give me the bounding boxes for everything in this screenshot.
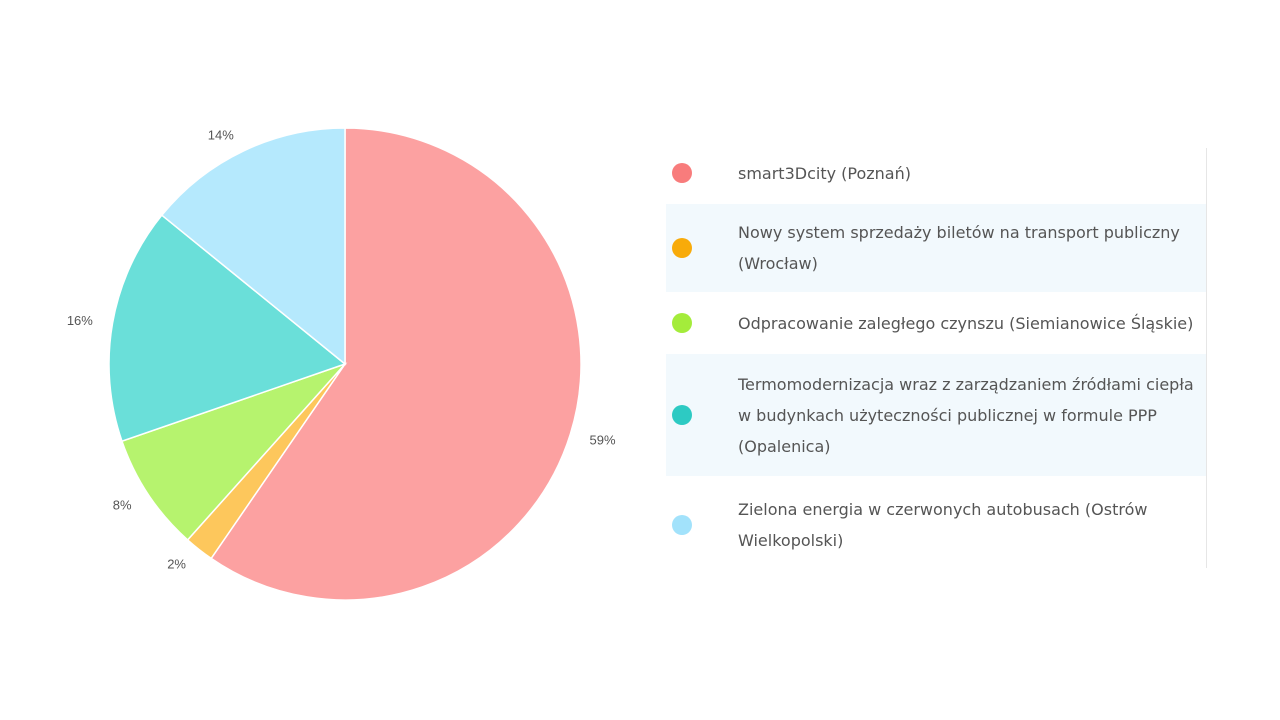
legend-marker-icon	[672, 313, 692, 333]
legend-label: Termomodernizacja wraz z zarządzaniem źr…	[738, 374, 1194, 456]
legend-label: Zielona energia w czerwonych autobusach …	[738, 500, 1148, 550]
legend-marker-icon	[672, 405, 692, 425]
pie-slices	[108, 127, 582, 601]
pie-slice-label-2: 2%	[167, 557, 186, 572]
legend-marker-icon	[672, 515, 692, 535]
pie-slice-label-5: 14%	[208, 128, 234, 143]
chart-legend: smart3Dcity (Poznań) Nowy system sprzedaż…	[666, 148, 1207, 568]
legend-label: Odpracowanie zaległego czynszu (Siemiano…	[738, 313, 1194, 333]
legend-item-1[interactable]: smart3Dcity (Poznań)	[666, 148, 1206, 198]
legend-item-2[interactable]: Nowy system sprzedaży biletów na transpo…	[666, 204, 1206, 292]
pie-slice-label-3: 8%	[113, 498, 132, 513]
pie-slice-5[interactable]	[160, 127, 346, 366]
legend-item-5[interactable]: Zielona energia w czerwonych autobusach …	[666, 482, 1206, 568]
pie-slice-label-4: 16%	[67, 313, 93, 328]
legend-item-3[interactable]: Odpracowanie zaległego czynszu (Siemiano…	[666, 298, 1206, 348]
pie-slice-4[interactable]	[108, 214, 347, 443]
pie-slice-3[interactable]	[121, 362, 348, 541]
legend-label: Nowy system sprzedaży biletów na transpo…	[738, 223, 1180, 273]
legend-marker-icon	[672, 163, 692, 183]
pie-slice-label-1: 59%	[590, 432, 616, 447]
pie-labels: 59% 2% 8% 16% 14%	[67, 128, 616, 572]
pie-slice-1[interactable]	[210, 127, 582, 601]
legend-item-4[interactable]: Termomodernizacja wraz z zarządzaniem źr…	[666, 354, 1206, 476]
pie-chart: 59% 2% 8% 16% 14%	[67, 127, 616, 601]
legend-marker-icon	[672, 238, 692, 258]
legend-label: smart3Dcity (Poznań)	[738, 163, 911, 183]
